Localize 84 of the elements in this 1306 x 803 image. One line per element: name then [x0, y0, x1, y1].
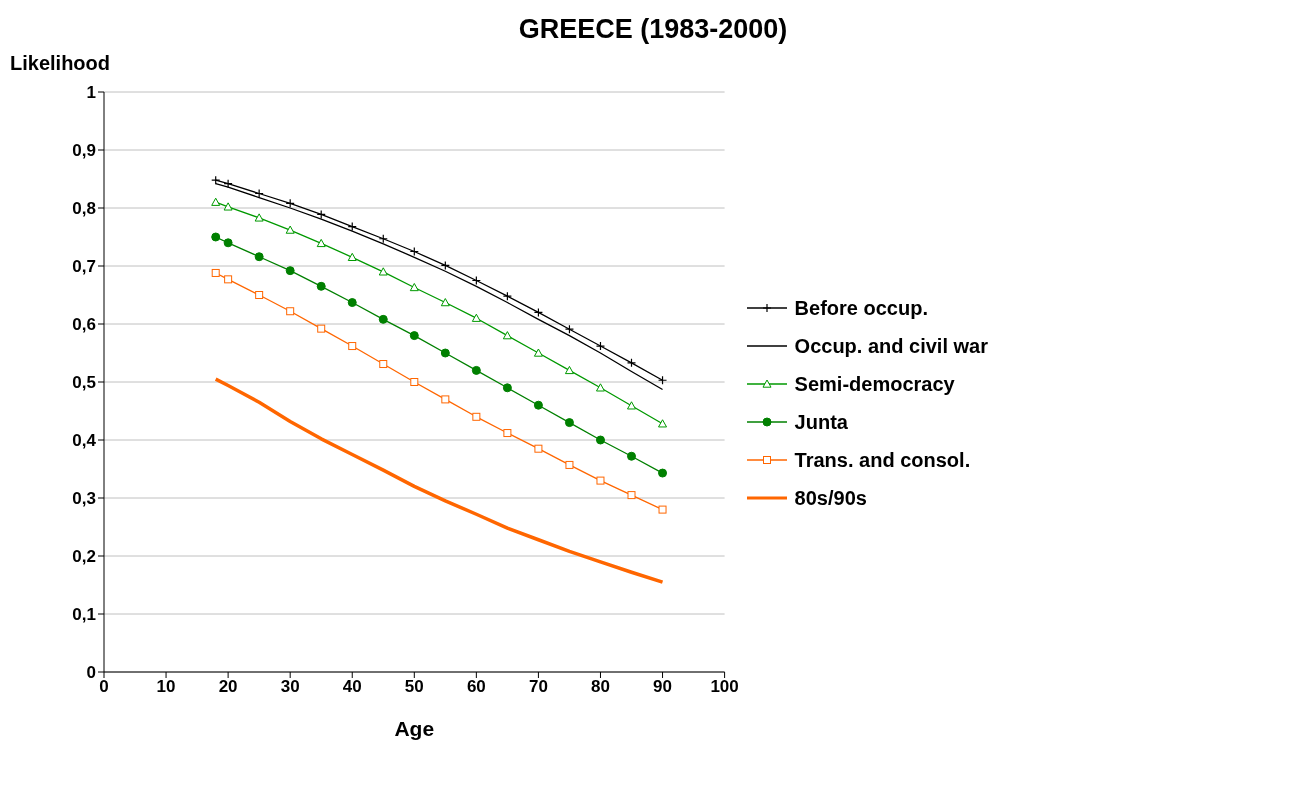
- legend-label: 80s/90s: [794, 486, 867, 510]
- y-tick-label: 1: [86, 83, 96, 103]
- x-tick-label: 20: [218, 677, 238, 697]
- point: [658, 468, 668, 478]
- point: [254, 213, 264, 222]
- point: [627, 451, 637, 461]
- point: [254, 252, 264, 262]
- point: [285, 266, 295, 276]
- legend-label: Before occup.: [794, 296, 928, 320]
- x-axis-title: Age: [394, 717, 435, 740]
- point: [441, 395, 450, 404]
- y-tick-label: 0,4: [72, 431, 97, 451]
- x-tick-label: 50: [404, 677, 424, 697]
- y-tick-label: 0,3: [72, 489, 96, 509]
- point: [627, 491, 636, 500]
- y-tick-label: 0,9: [72, 141, 96, 161]
- x-tick-label: 30: [280, 677, 300, 697]
- point: [502, 383, 512, 393]
- point: [658, 505, 667, 514]
- point: [503, 429, 512, 438]
- point: [254, 188, 264, 199]
- x-tick-label: 10: [156, 677, 176, 697]
- point: [533, 348, 543, 357]
- point: [223, 179, 233, 189]
- point: [285, 225, 295, 234]
- x-tick-label: 90: [653, 677, 672, 697]
- point: [347, 252, 357, 261]
- point: [627, 401, 636, 410]
- point: [347, 298, 357, 308]
- chart-title: GREECE (1983-2000): [518, 14, 788, 44]
- point: [534, 444, 543, 453]
- point: [348, 342, 357, 351]
- legend-label: Semi-democracy: [794, 372, 955, 396]
- point: [595, 435, 605, 445]
- y-tick-label: 0,6: [72, 315, 96, 335]
- point: [211, 197, 221, 206]
- legend-label: Trans. and consol.: [794, 448, 971, 472]
- point: [223, 202, 233, 211]
- y-tick-label: 0,2: [72, 547, 96, 567]
- point: [211, 232, 221, 242]
- y-tick-label: 0,5: [72, 373, 96, 393]
- legend-label: Junta: [794, 410, 848, 434]
- point: [472, 412, 481, 421]
- y-tick-label: 0,1: [72, 605, 96, 625]
- point: [379, 360, 388, 369]
- point: [595, 383, 605, 392]
- y-tick-label: 0,7: [72, 257, 96, 277]
- point: [440, 298, 450, 307]
- point: [564, 365, 574, 375]
- point: [502, 331, 512, 340]
- point: [223, 238, 233, 248]
- point: [224, 275, 233, 284]
- y-tick-label: 0,8: [72, 199, 96, 219]
- point: [378, 267, 388, 276]
- x-tick-label: 40: [342, 677, 362, 697]
- point: [316, 238, 326, 248]
- x-tick-label: 60: [466, 677, 486, 697]
- point: [658, 419, 668, 428]
- point: [533, 400, 543, 410]
- point: [409, 282, 419, 292]
- point: [471, 365, 481, 375]
- point: [255, 291, 264, 299]
- y-axis-title: Likelihood: [10, 52, 110, 75]
- point: [286, 307, 295, 316]
- x-tick-label: 100: [710, 677, 739, 697]
- point: [471, 313, 481, 322]
- point: [596, 476, 605, 485]
- point: [316, 281, 326, 291]
- x-tick-label: 0: [99, 677, 109, 697]
- line-series: [213, 377, 665, 584]
- point: [410, 378, 419, 386]
- point: [565, 460, 574, 469]
- x-tick-label: 80: [591, 677, 610, 697]
- y-tick-label: 0: [86, 663, 96, 683]
- point: [564, 418, 574, 428]
- x-tick-label: 70: [528, 677, 548, 697]
- point: [317, 324, 326, 333]
- point: [378, 314, 388, 324]
- point: [409, 331, 419, 341]
- legend-label: Occup. and civil war: [794, 334, 988, 358]
- point: [626, 358, 637, 368]
- point: [440, 348, 450, 358]
- point: [595, 341, 606, 351]
- point: [211, 268, 220, 277]
